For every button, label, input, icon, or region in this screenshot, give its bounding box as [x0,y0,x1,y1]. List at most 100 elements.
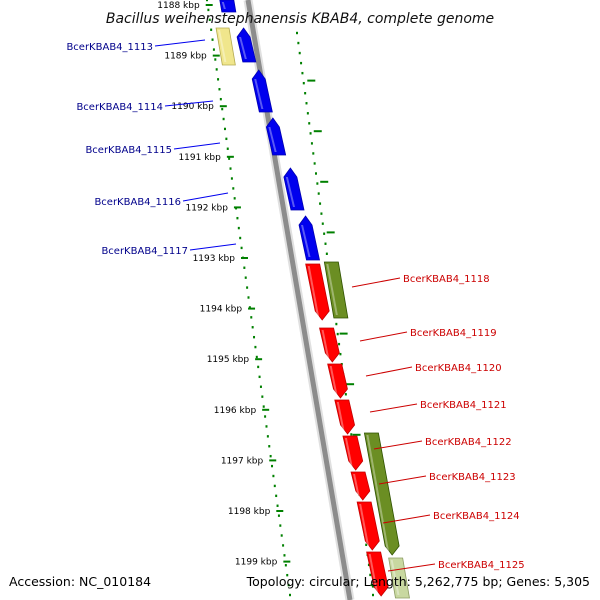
gene-arrow-1114[interactable] [251,69,273,113]
scale-dot [271,464,274,468]
scale-dot [365,543,368,547]
scale-dot [277,514,280,517]
gene-arrow-1115-body[interactable] [265,117,287,156]
tick-label: 1191 kbp [178,153,221,163]
gene-arrow-1116[interactable] [283,167,305,211]
gene-label-right[interactable]: BcerKBAB4_1124 [433,511,520,522]
scale-dot [300,61,303,65]
scale-dot [289,593,291,597]
gene-label-left[interactable]: BcerKBAB4_1115 [85,145,172,156]
scale-dot [246,286,249,289]
tick-label: 1195 kbp [207,355,250,365]
scale-dot [336,332,339,336]
leader-line [173,142,221,150]
tick-layer: 1188 kbp 1189 kbp 1190 kbp 1191 kbp 1192 kbp… [157,0,380,597]
gene-arrow-1113-body[interactable] [236,27,257,63]
gene-arrow-1120[interactable] [327,363,348,399]
gene-arrow-1113[interactable] [236,27,257,63]
gene-arrow-1121-body[interactable] [334,399,356,435]
gene-arrow-1118-alt[interactable] [323,261,349,319]
gene-arrow-1121[interactable] [334,399,356,435]
scale-dot [261,395,264,398]
scale-dot [344,393,347,396]
gene-label-right[interactable]: BcerKBAB4_1125 [438,560,525,571]
gene-label-right[interactable]: BcerKBAB4_1123 [429,472,516,483]
gene-arrow-1119-body[interactable] [319,327,340,363]
gene-arrow-1121-highlight [336,402,345,431]
gene-arrow-1122-alt-body[interactable] [363,432,400,556]
scale-dot [319,202,322,205]
gene-arrow-1116-body[interactable] [283,167,305,211]
scale-dot [228,157,231,160]
tick-label: 1196 kbp [214,406,257,416]
gene-label-right[interactable]: BcerKBAB4_1119 [410,328,497,339]
gene-arrow-1113-alt-highlight [218,30,227,62]
scale-dot [240,246,243,250]
scale-dot [298,51,301,55]
gene-arrow-1122[interactable] [342,435,364,471]
scale-dot [250,316,253,319]
scale-dot [265,425,268,428]
scale-dot [255,355,258,359]
scale-dot [225,137,228,141]
gene-arrow-1125-alt[interactable] [388,557,410,599]
scale-dot [306,112,309,115]
gene-arrow-1124[interactable] [356,501,380,551]
scale-dot [369,573,372,577]
scale-dot [229,167,232,170]
gene-arrow-1125-alt-body[interactable] [388,557,410,599]
gene-label-left[interactable]: BcerKBAB4_1117 [101,246,188,257]
leader-line [351,277,401,288]
scale-dot [226,147,229,150]
scale-dot [305,102,308,105]
gene-arrow-1119[interactable] [319,327,340,363]
gene-label-right[interactable]: BcerKBAB4_1120 [415,363,502,374]
scale-dot [218,88,221,91]
scale-dot [309,132,312,135]
gene-arrow-1123-body[interactable] [350,471,371,501]
gene-arrow-1118[interactable] [305,263,330,321]
gene-label-right[interactable]: BcerKBAB4_1121 [420,400,507,411]
scale-dot [297,41,300,45]
leader-line [387,563,436,572]
gene-arrow-1118-body[interactable] [305,263,330,321]
gene-arrow-1125-body[interactable] [366,551,389,597]
gene-arrow-1112-body[interactable] [219,0,237,13]
leader-line [373,440,423,450]
tick-label: 1197 kbp [221,456,264,466]
tick-label: 1193 kbp [193,254,236,264]
gene-arrow-1120-highlight [329,366,338,395]
gene-arrow-1123[interactable] [350,471,371,501]
gene-arrow-1125[interactable] [366,551,389,597]
gene-arrow-1124-body[interactable] [356,501,380,551]
scale-dot [308,122,311,125]
scale-dot [264,415,267,418]
gene-arrow-1113-alt[interactable] [215,27,236,66]
gene-arrow-1117-body[interactable] [298,215,320,261]
scale-dot [268,445,271,448]
label-layer[interactable]: BcerKBAB4_1113 BcerKBAB4_1114 BcerKBAB4_11… [66,39,525,572]
gene-arrow-1113-alt-body[interactable] [215,27,236,66]
gene-arrow-1114-body[interactable] [251,69,273,113]
scale-dot [244,276,247,279]
gene-arrow-1118-alt-body[interactable] [323,261,349,319]
leader-line [382,514,431,524]
scale-dot [310,142,313,145]
scale-dot [248,306,251,309]
gene-label-right[interactable]: BcerKBAB4_1122 [425,437,512,448]
gene-arrow-1112[interactable] [219,0,237,13]
gene-arrow-1115[interactable] [265,117,287,156]
gene-label-right[interactable]: BcerKBAB4_1118 [403,274,490,285]
gene-label-left[interactable]: BcerKBAB4_1114 [76,102,163,113]
gene-arrow-1117[interactable] [298,215,320,261]
gene-label-left[interactable]: BcerKBAB4_1116 [94,197,181,208]
gene-label-left[interactable]: BcerKBAB4_1113 [66,42,153,53]
gene-arrow-1122-body[interactable] [342,435,364,471]
leader-line [369,403,418,413]
leader-line [164,100,214,107]
scale-dot [258,375,261,379]
gene-arrow-1120-body[interactable] [327,363,348,399]
gene-arrow-1122-highlight [344,438,353,467]
